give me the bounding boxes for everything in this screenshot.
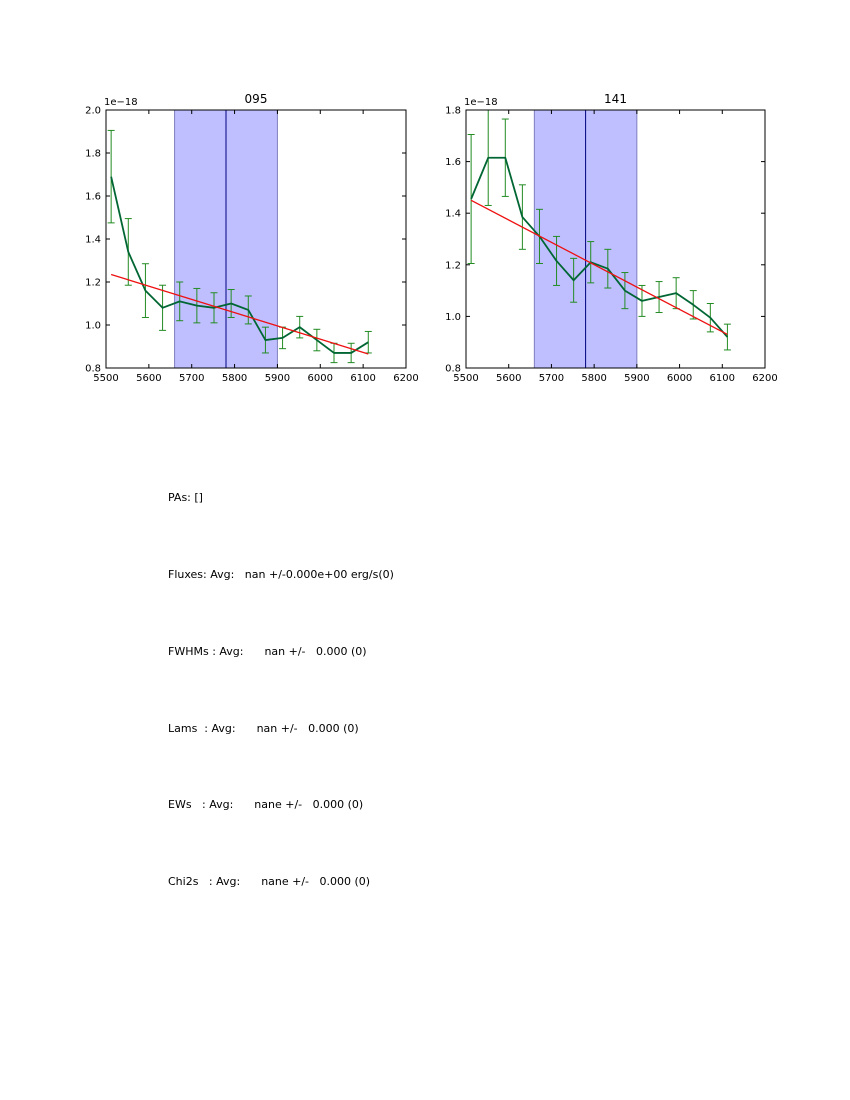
plot-area — [107, 110, 372, 368]
y-tick-label: 1.4 — [85, 235, 101, 246]
y-tick-label: 1.6 — [85, 192, 101, 203]
y-tick-label: 1.2 — [85, 278, 101, 289]
stats-ews: EWs : Avg: nane +/- 0.000 (0) — [168, 798, 364, 812]
y-tick-label: 1.0 — [445, 312, 461, 323]
y-tick-label: 2.0 — [85, 106, 101, 117]
x-tick-label: 6100 — [350, 373, 375, 384]
stats-pas: PAs: [] — [168, 491, 203, 505]
x-tick-label: 5900 — [624, 373, 649, 384]
stats-fluxes: Fluxes: Avg: nan +/-0.000e+00 erg/s(0) — [168, 567, 394, 581]
chart-0: 5500 5600 5700 5800 5900 6000 6100 6200 0.8 1.0 1.… — [85, 92, 419, 384]
x-tick-label: 5800 — [581, 373, 606, 384]
errorbar — [723, 323, 731, 351]
x-tick-label: 5500 — [453, 373, 478, 384]
data-series-line — [470, 156, 729, 338]
x-tick-label: 5500 — [93, 373, 118, 384]
y-offset-label: 1e−18 — [464, 97, 498, 108]
chart-title: 141 — [604, 92, 627, 106]
x-tick-label: 5700 — [539, 373, 564, 384]
x-tick-label: 5600 — [136, 373, 161, 384]
chart-1: 5500 5600 5700 5800 5900 6000 6100 6200 0.8 1.0 1.… — [445, 92, 778, 384]
stats-chi2s: Chi2s : Avg: nane +/- 0.000 (0) — [168, 875, 371, 889]
x-tick-label: 6200 — [393, 373, 418, 384]
plot-area — [467, 110, 731, 368]
x-tick-label: 6000 — [667, 373, 692, 384]
stats-fwhms: FWHMs : Avg: nan +/- 0.000 (0) — [168, 644, 367, 658]
fit-line — [110, 273, 369, 355]
x-tick-label: 6000 — [308, 373, 333, 384]
x-tick-label: 5900 — [265, 373, 290, 384]
chart-title: 095 — [245, 92, 268, 106]
y-tick-label: 1.8 — [85, 149, 101, 160]
x-tick-label: 5700 — [179, 373, 204, 384]
y-tick-label: 1.2 — [445, 260, 461, 271]
x-tick-label: 5800 — [222, 373, 247, 384]
y-tick-label: 1.4 — [445, 209, 461, 220]
axes-frame — [465, 109, 766, 369]
stats-block: PAs: [] Fluxes: Avg: nan +/-0.000e+00 er… — [168, 434, 394, 920]
y-tick-label: 1.8 — [445, 106, 461, 117]
x-tick-label: 6200 — [752, 373, 777, 384]
x-tick-label: 6100 — [710, 373, 735, 384]
y-tick-label: 0.8 — [85, 364, 101, 375]
y-tick-label: 1.0 — [85, 321, 101, 332]
stats-lams: Lams : Avg: nan +/- 0.000 (0) — [168, 721, 359, 735]
y-tick-label: 0.8 — [445, 364, 461, 375]
y-tick-label: 1.6 — [445, 157, 461, 168]
fit-line — [470, 199, 728, 336]
y-offset-label: 1e−18 — [104, 97, 138, 108]
x-tick-label: 5600 — [496, 373, 521, 384]
data-series-line — [110, 176, 369, 354]
errorbar — [467, 134, 475, 265]
